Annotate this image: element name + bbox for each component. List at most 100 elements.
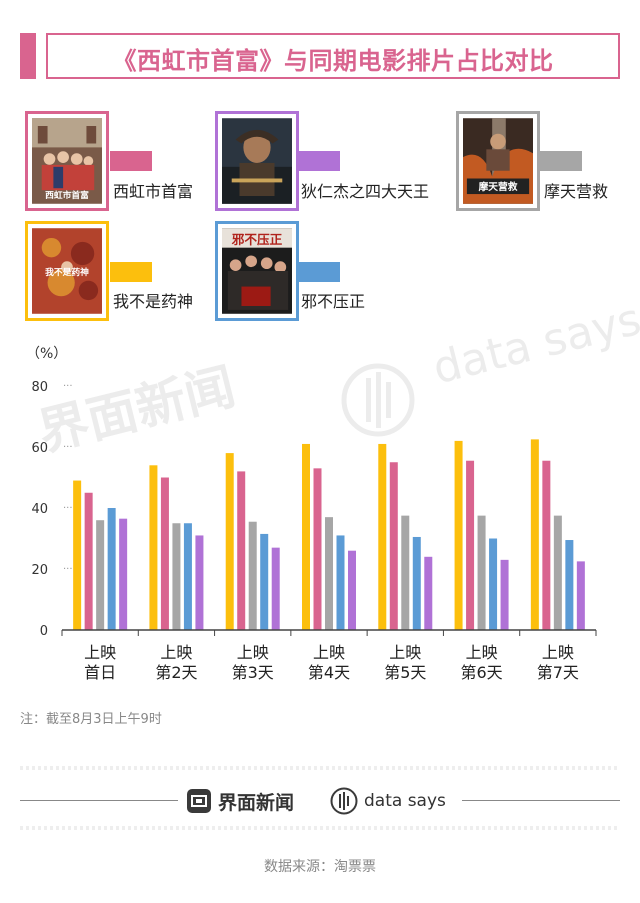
y-tick-label: 80 — [31, 380, 48, 395]
x-tick-label: 上映 — [84, 643, 116, 662]
footer-dotted-rule — [20, 766, 620, 770]
poster-image — [215, 111, 299, 211]
poster-image — [222, 118, 292, 204]
legend-swatch — [298, 262, 340, 282]
bar — [183, 523, 192, 630]
y-tick-dots: ··· — [63, 381, 73, 392]
bar — [260, 533, 269, 630]
title-bar: 《西虹市首富》与同期电影排片占比对比 — [20, 33, 620, 79]
poster-image: 邪不压正 — [215, 221, 299, 321]
legend-swatch — [540, 151, 582, 171]
y-tick-label: 40 — [31, 502, 48, 517]
bar — [500, 559, 509, 630]
x-tick-label: 第3天 — [232, 663, 274, 682]
bar — [96, 520, 105, 630]
chart-title: 《西虹市首富》与同期电影排片占比对比 — [112, 47, 554, 75]
bar — [530, 439, 539, 630]
bar — [576, 561, 585, 630]
poster-image: 西虹市首富 — [25, 111, 109, 211]
bar — [84, 492, 93, 630]
bar — [489, 538, 498, 630]
y-tick-dots: ··· — [63, 503, 73, 514]
poster-image: 我不是药神 — [25, 221, 109, 321]
poster-title: 我不是药神 — [45, 266, 89, 278]
footer-brand-en: data says — [364, 791, 446, 811]
x-tick-label: 第7天 — [537, 663, 579, 682]
x-tick-label: 上映 — [542, 643, 574, 662]
bar — [160, 477, 169, 630]
bar-chart: （%） 020 ···40 ···60 ···80 ··· 上映首日上映第2天上映第3天… — [26, 346, 597, 682]
bar — [424, 556, 433, 630]
bar — [107, 508, 116, 630]
bar — [248, 521, 257, 630]
data-source: 数据来源：淘票票 — [264, 859, 376, 875]
bar — [336, 535, 345, 630]
footer-brand-datasays: data says — [330, 787, 446, 815]
x-tick-label: 上映 — [389, 643, 421, 662]
poster-image: 我不是药神 — [32, 228, 102, 314]
legend-label: 我不是药神 — [113, 292, 194, 311]
title-box: 《西虹市首富》与同期电影排片占比对比 — [46, 33, 620, 79]
bar — [542, 460, 551, 630]
x-tick-label: 上映 — [313, 643, 345, 662]
bar — [73, 480, 82, 630]
bar — [466, 460, 475, 630]
x-tick-label: 第6天 — [460, 663, 502, 682]
y-axis-unit: （%） — [26, 346, 67, 362]
poster-image: 摩天营救 — [463, 118, 533, 204]
bar — [195, 535, 204, 630]
y-tick-dots: ··· — [63, 564, 73, 575]
legend-swatch — [298, 151, 340, 171]
legend-swatch — [110, 151, 152, 171]
legend-label: 狄仁杰之四大天王 — [301, 182, 430, 201]
y-tick-label: 20 — [31, 563, 48, 578]
bar — [313, 468, 322, 630]
x-tick-label: 第4天 — [308, 663, 350, 682]
bar — [149, 465, 158, 630]
bar — [119, 518, 128, 630]
footer-line-right — [462, 800, 620, 801]
legend-label: 摩天营救 — [544, 182, 609, 201]
x-tick-label: 第2天 — [155, 663, 197, 682]
poster-image: 摩天营救 — [456, 111, 540, 211]
legend-swatch — [110, 262, 152, 282]
x-tick-label: 上映 — [160, 643, 192, 662]
bar — [565, 540, 574, 630]
note: 注：截至8月3日上午9时 — [20, 712, 162, 727]
poster-title: 邪不压正 — [231, 232, 283, 247]
footer-brand-jiemian: 界面新闻 — [186, 787, 294, 815]
bar — [302, 443, 310, 630]
y-tick-label: 0 — [40, 624, 48, 639]
bar — [225, 453, 234, 630]
jiemian-logo-icon — [187, 789, 211, 813]
bar — [412, 536, 421, 630]
x-tick-label: 上映 — [466, 643, 498, 662]
legend-label: 西虹市首富 — [113, 182, 194, 201]
poster-title: 摩天营救 — [479, 180, 518, 193]
x-tick-label: 首日 — [84, 663, 116, 682]
footer-line-left — [20, 800, 178, 801]
bar — [401, 515, 410, 630]
y-tick-dots: ··· — [63, 442, 73, 453]
legend-label: 邪不压正 — [301, 292, 366, 311]
bar — [172, 523, 181, 630]
x-tick-label: 上映 — [237, 643, 269, 662]
footer-brand-cn: 界面新闻 — [218, 791, 295, 814]
datasays-logo-icon — [330, 787, 358, 815]
bar — [237, 471, 246, 630]
poster-title: 西虹市首富 — [45, 189, 89, 201]
poster-image: 邪不压正 — [222, 228, 292, 314]
x-tick-label: 第5天 — [384, 663, 426, 682]
bar — [553, 515, 562, 630]
bar — [389, 462, 398, 630]
bars — [73, 439, 585, 630]
bar — [477, 515, 486, 630]
bar — [271, 547, 280, 630]
title-accent-bar — [20, 33, 36, 79]
y-tick-label: 60 — [31, 441, 48, 456]
bar — [348, 550, 356, 630]
footer-dotted-rule — [20, 826, 620, 830]
y-axis: 0 20 ··· 40 ··· 60 ··· 80 ··· — [31, 380, 72, 639]
bar — [454, 440, 463, 630]
